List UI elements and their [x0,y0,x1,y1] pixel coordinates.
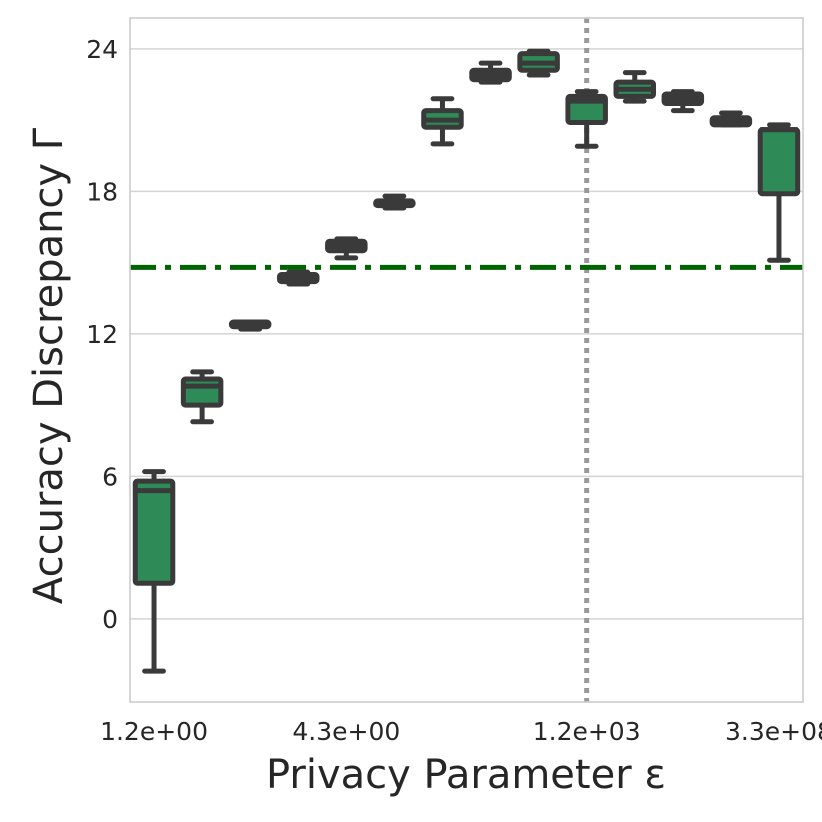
gridlines [130,48,803,620]
boxes [132,48,801,674]
x-tick-label-2: 1.2e+03 [533,717,641,746]
box-3 [277,269,320,287]
y-tick-labels: 0 6 12 18 24 [86,35,118,634]
y-tick-label-18: 18 [86,177,118,206]
box-7 [469,60,512,85]
box-12 [709,110,753,128]
y-tick-label-12: 12 [86,320,118,349]
y-axis-label: Accuracy Discrepancy Γ [26,127,72,604]
x-tick-labels: 1.2e+00 4.3e+00 1.2e+03 3.3e+08 [100,717,822,746]
box-6 [421,96,464,147]
box-11 [661,89,705,114]
y-tick-label-24: 24 [86,35,118,64]
box-5 [373,193,416,211]
y-tick-label-6: 6 [102,462,118,491]
x-axis-label: Privacy Parameter ε [266,752,666,798]
plot-area [130,18,803,702]
box-2 [228,319,272,332]
box-0 [132,469,176,674]
y-tick-label-0: 0 [102,605,118,634]
box-9 [565,89,608,149]
box-0-iqr [132,478,176,586]
plot-frame [129,17,804,703]
box-8 [517,48,560,78]
x-tick-label-0: 1.2e+00 [100,717,208,746]
box-4 [325,236,368,261]
x-tick-label-1: 4.3e+00 [292,717,400,746]
box-13-iqr [757,127,801,197]
box-1 [180,369,224,425]
box-1-iqr [180,376,224,408]
box-10 [613,70,656,104]
box-13 [757,122,801,263]
x-tick-label-3: 3.3e+08 [725,717,822,746]
